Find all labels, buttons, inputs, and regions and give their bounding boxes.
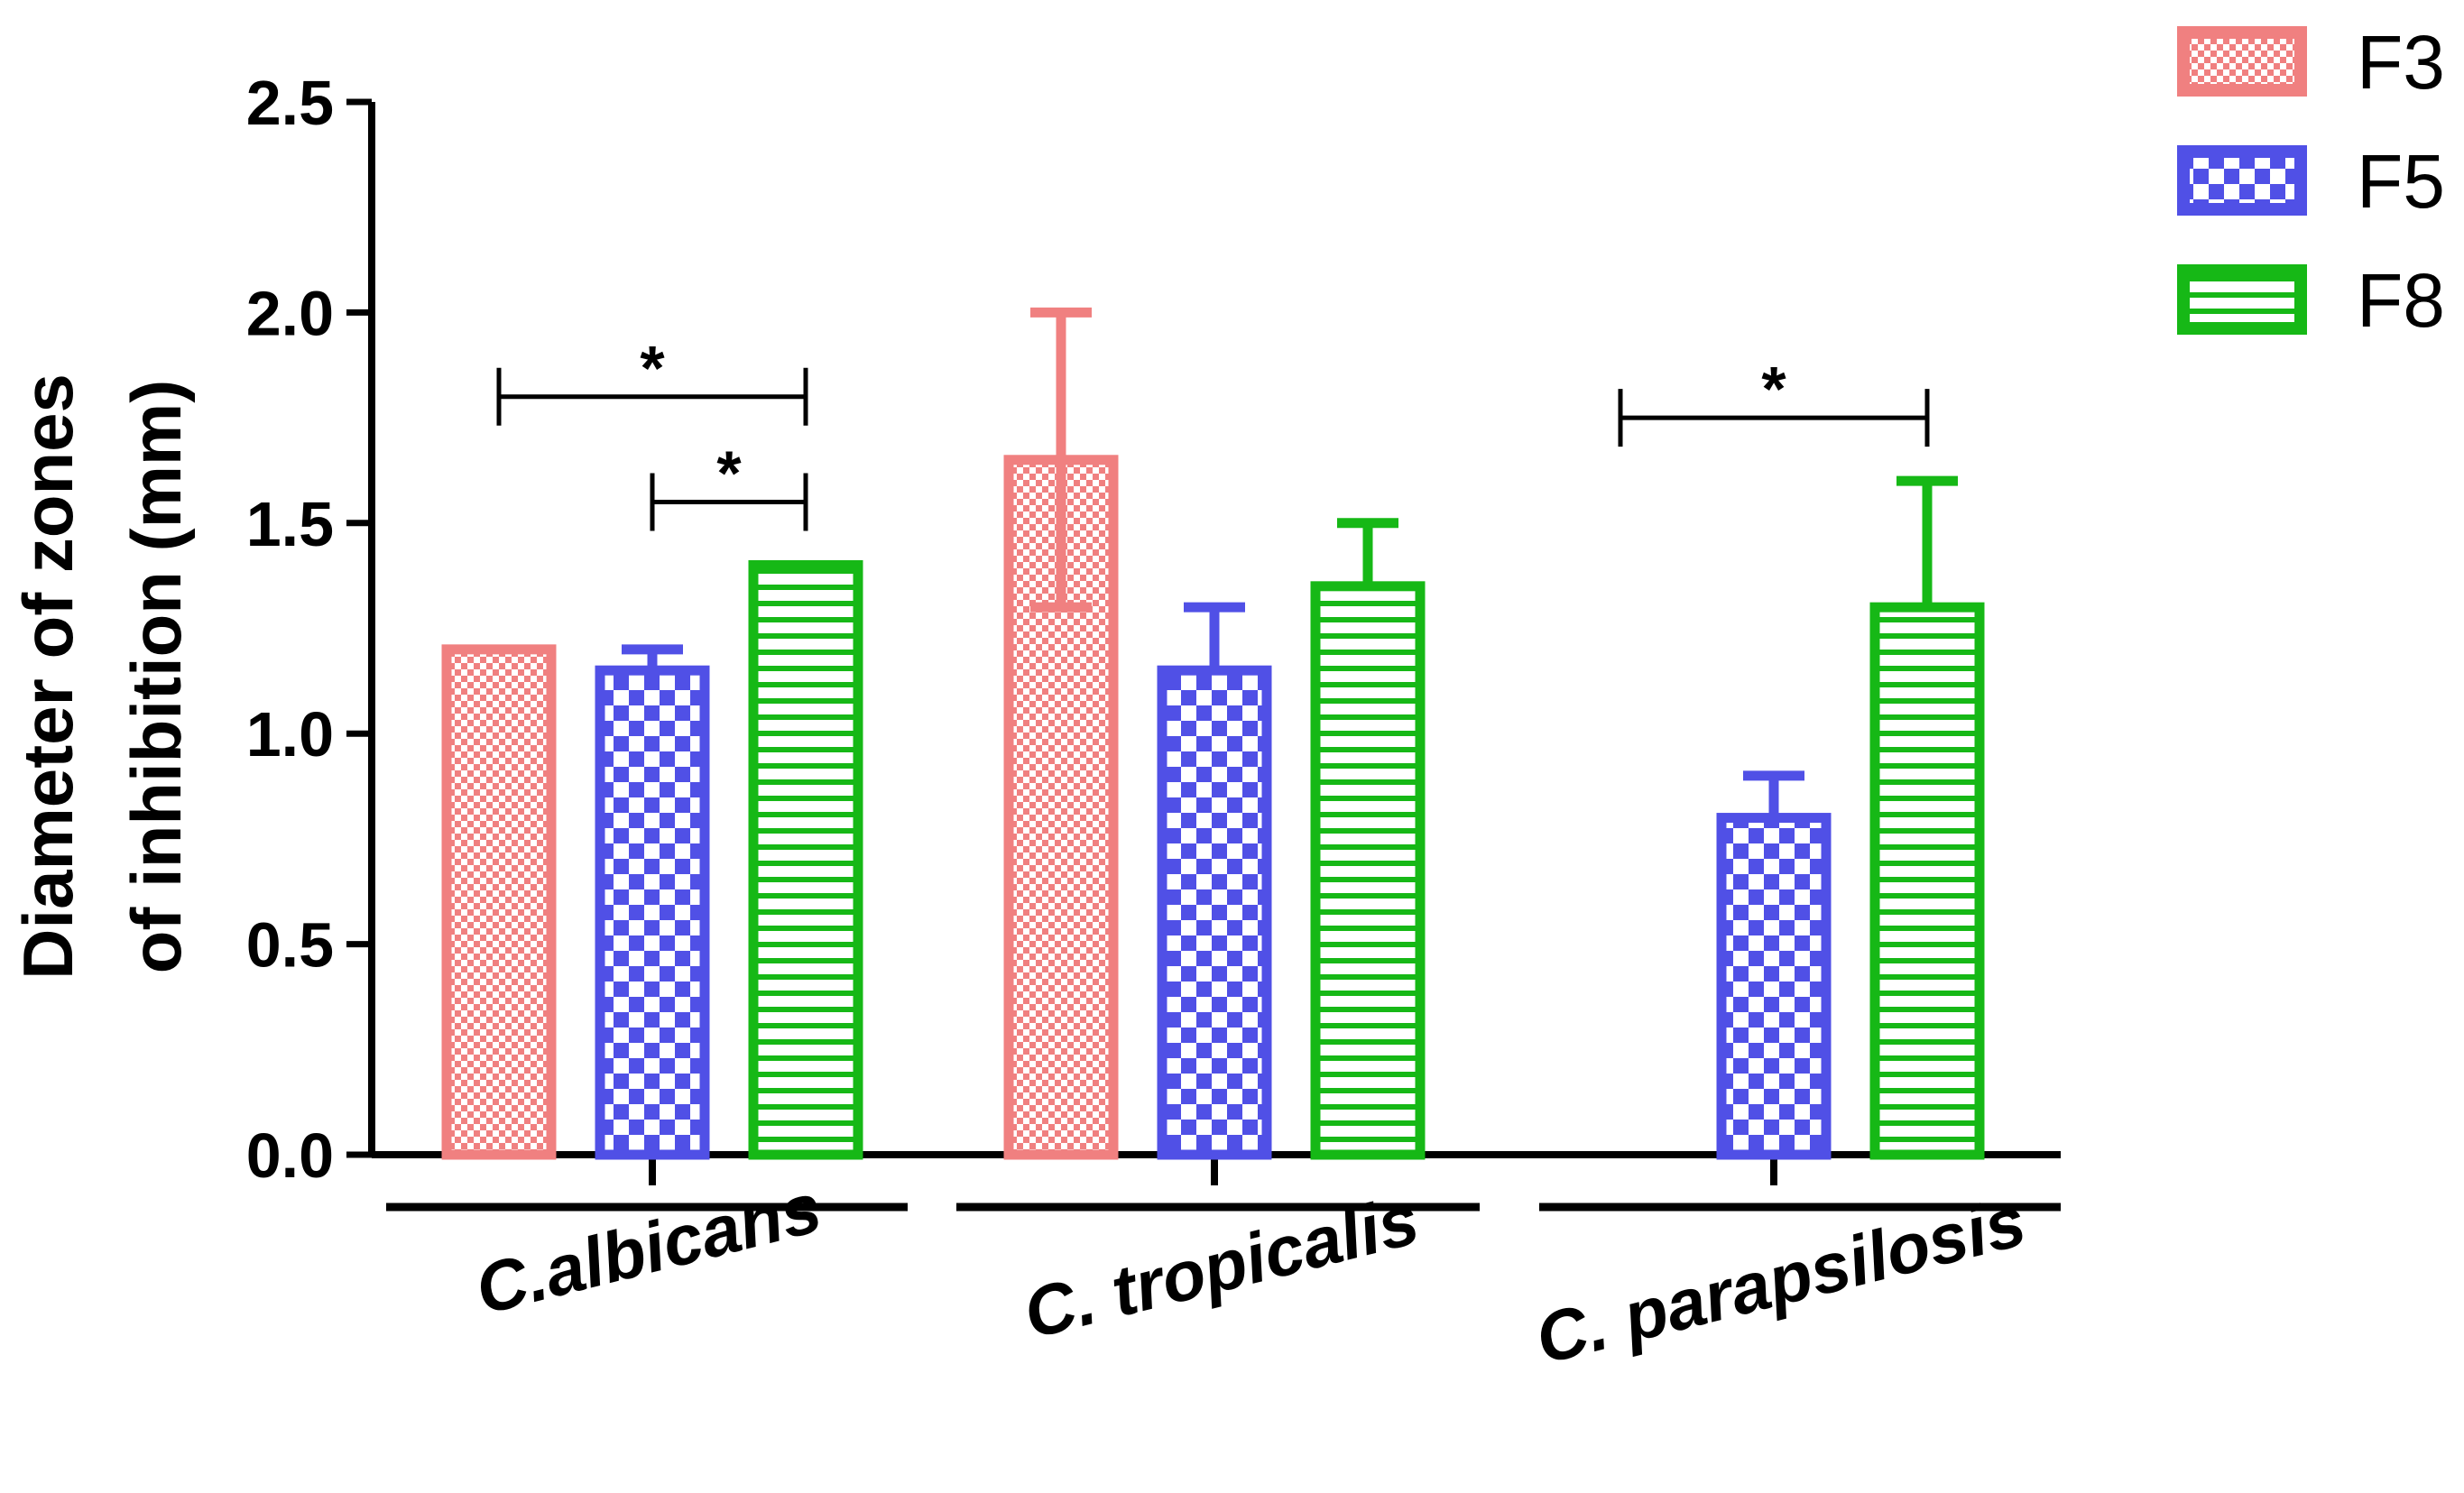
y-axis-title-line-1: Diameter of zones xyxy=(8,373,88,980)
significance-star: * xyxy=(640,333,665,403)
bar xyxy=(1157,665,1272,1160)
bar xyxy=(748,559,863,1160)
y-tick-label: 2.0 xyxy=(246,278,334,348)
bar xyxy=(1869,602,1985,1160)
bar xyxy=(441,644,557,1160)
legend-label: F3 xyxy=(2357,20,2445,105)
y-tick-label: 2.5 xyxy=(246,68,334,138)
y-axis-title: Diameter of zones of inhibition (mm) xyxy=(8,373,196,980)
legend: F3 F5 F8 xyxy=(2177,20,2445,343)
legend-label: F8 xyxy=(2357,258,2445,343)
significance-star: * xyxy=(716,438,742,508)
legend-swatch xyxy=(2177,145,2307,216)
error-bars xyxy=(622,307,1958,818)
bars xyxy=(441,455,1985,1160)
bar xyxy=(1716,813,1832,1160)
y-tick-label: 0.0 xyxy=(246,1120,334,1191)
legend-swatch xyxy=(2177,26,2307,97)
y-tick-label: 1.0 xyxy=(246,699,334,770)
y-axis: 0.0 0.5 1.0 1.5 2.0 2.5 xyxy=(246,68,375,1191)
y-axis-title-line-2: of inhibition (mm) xyxy=(116,380,196,974)
x-axis: C.albicans C. tropicalis C. parapsilosis xyxy=(372,1151,2061,1379)
category-label: C.albicans xyxy=(468,1167,829,1330)
significance-brackets: * * * xyxy=(496,333,1930,531)
y-tick-label: 1.5 xyxy=(246,489,334,559)
y-tick-label: 0.5 xyxy=(246,910,334,981)
bar xyxy=(1310,581,1426,1160)
significance-star: * xyxy=(1761,354,1786,424)
bar xyxy=(595,665,710,1160)
legend-swatch xyxy=(2177,264,2307,335)
legend-label: F5 xyxy=(2357,139,2445,224)
